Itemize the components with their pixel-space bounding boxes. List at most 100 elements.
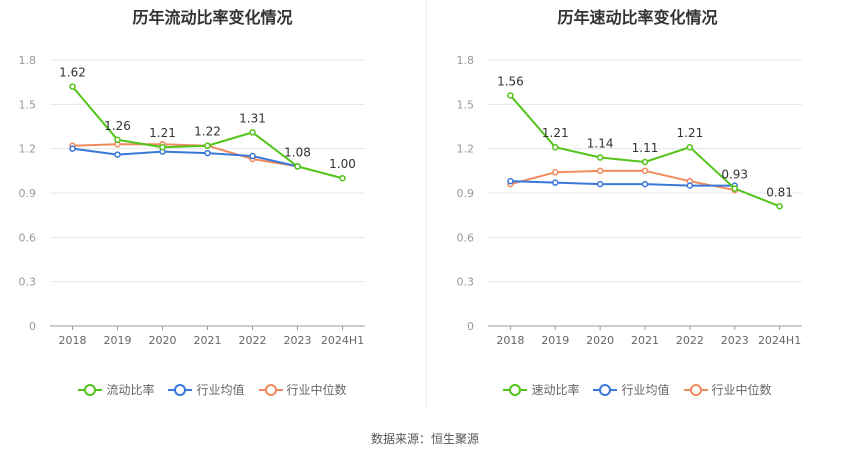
data-point [249,129,256,136]
legend-item[interactable]: 行业中位数 [683,381,772,398]
legend-label: 行业均值 [621,383,670,397]
data-label: 0.93 [721,168,748,182]
legend-marker [689,383,702,396]
legend-label: 速动比率 [531,383,580,397]
data-label: 1.21 [676,126,703,140]
legend-item[interactable]: 行业中位数 [258,381,347,398]
current-ratio-chart: 0 0.3 0.6 0.9 1.2 1.5 1.8 2018 2019 2020 2021 2022 2… [19,54,365,347]
x-tick-label: 2019 [541,334,569,347]
y-tick-label: 0.3 [457,276,475,289]
y-tick-label: 0.6 [19,231,37,244]
data-source-note: 数据来源：恒生聚源 [370,432,479,446]
current-ratio-chart-panel: 历年流动比率变化情况 0 0.3 0.6 0.9 1.2 1.5 1.8 2018 2019 20… [0,0,425,420]
data-point [552,169,559,176]
x-tick-label: 2024H1 [758,334,801,347]
y-tick-label: 0 [467,320,474,333]
data-point [159,143,166,151]
y-tick-label: 1.5 [19,98,37,111]
data-label: 1.21 [149,126,176,140]
legend-line-marker-icon [258,383,283,396]
x-tick-label: 2023 [284,334,312,347]
data-point [204,142,211,149]
y-tick-label: 1.2 [457,143,475,156]
y-tick-label: 0 [29,320,36,333]
data-label: 0.81 [766,185,793,199]
data-point [114,136,121,144]
data-point [507,177,514,185]
y-tick-label: 1.2 [19,143,37,156]
legend-line-marker-icon [503,383,528,396]
data-point [686,182,694,189]
legend-line-marker-icon [683,383,708,396]
legend-item[interactable]: 行业均值 [593,381,670,398]
y-tick-label: 0.3 [19,276,37,289]
x-tick-label: 2019 [104,334,132,347]
series-line [510,169,735,192]
data-label: 1.62 [59,66,86,80]
data-point [641,158,649,166]
legend-label: 行业中位数 [286,383,347,397]
data-point [294,163,301,170]
quick-ratio-chart: 0 0.3 0.6 0.9 1.2 1.5 1.8 2018 2019 2020 2021 2022 2… [457,54,802,347]
legend-item[interactable]: 行业均值 [168,381,245,398]
data-label: 1.26 [104,119,131,133]
legend-line-marker-icon [78,383,103,396]
data-point [249,152,256,160]
quick-ratio-chart-panel: 历年速动比率变化情况 0 0.3 0.6 0.9 1.2 1.5 1.8 2018 2019 20… [425,0,850,420]
x-tick-label: 2022 [676,334,704,347]
data-point [339,174,346,182]
data-point [552,179,559,186]
data-point [69,145,76,152]
legend-marker [599,383,612,396]
data-label: 1.11 [632,141,659,155]
x-tick-label: 2023 [721,334,749,347]
legend-marker [84,383,97,396]
data-label: 1.31 [239,111,266,125]
data-point [596,154,604,161]
panel-divider [426,0,427,410]
data-point [776,203,783,210]
chart-legend: 速动比率 行业均值 行业中位数 [425,381,850,398]
data-label: 1.00 [329,157,356,171]
legend-item[interactable]: 速动比率 [503,381,579,398]
x-tick-label: 2018 [59,334,87,347]
x-tick-label: 2018 [496,334,524,347]
data-point [731,185,738,192]
data-point [114,151,121,158]
x-tick-label: 2020 [149,334,177,347]
data-point [641,167,649,175]
data-point [641,180,649,188]
y-tick-label: 0.9 [19,187,37,200]
data-label: 1.14 [587,137,614,151]
data-point [686,143,694,151]
legend-item[interactable]: 流动比率 [78,381,154,398]
data-point [552,143,559,151]
chart-legend: 流动比率 行业均值 行业中位数 [0,381,425,398]
legend-label: 流动比率 [106,383,155,397]
series-line [510,180,735,187]
data-point [596,167,604,175]
y-tick-label: 1.5 [457,98,475,111]
series-line [72,143,298,168]
x-tick-label: 2020 [586,334,614,347]
chart-title: 历年速动比率变化情况 [557,8,718,27]
legend-marker [174,383,187,396]
data-point [69,83,76,90]
x-tick-label: 2022 [239,334,267,347]
legend-label: 行业均值 [196,383,245,397]
x-tick-label: 2024H1 [321,334,364,347]
legend-line-marker-icon [168,383,193,396]
y-tick-label: 0.9 [457,187,475,200]
series-line [72,147,298,168]
x-tick-label: 2021 [631,334,659,347]
legend-line-marker-icon [593,383,618,396]
y-tick-label: 0.6 [457,231,475,244]
legend-marker [509,383,522,396]
data-point [596,180,604,188]
legend-marker [264,383,277,396]
x-tick-label: 2021 [194,334,222,347]
legend-label: 行业中位数 [711,383,772,397]
data-point [507,92,514,99]
y-tick-label: 1.8 [19,54,37,67]
data-label: 1.22 [194,125,221,139]
